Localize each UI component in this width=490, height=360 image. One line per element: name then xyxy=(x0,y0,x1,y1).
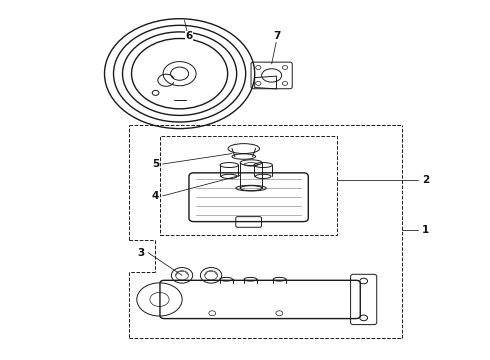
Text: 4: 4 xyxy=(152,191,159,201)
Bar xyxy=(160,136,337,235)
Text: 5: 5 xyxy=(152,159,159,169)
Text: 6: 6 xyxy=(186,31,193,41)
Text: 1: 1 xyxy=(422,225,429,235)
Text: 7: 7 xyxy=(273,31,280,41)
Text: 3: 3 xyxy=(137,248,145,258)
Text: 2: 2 xyxy=(422,175,429,185)
